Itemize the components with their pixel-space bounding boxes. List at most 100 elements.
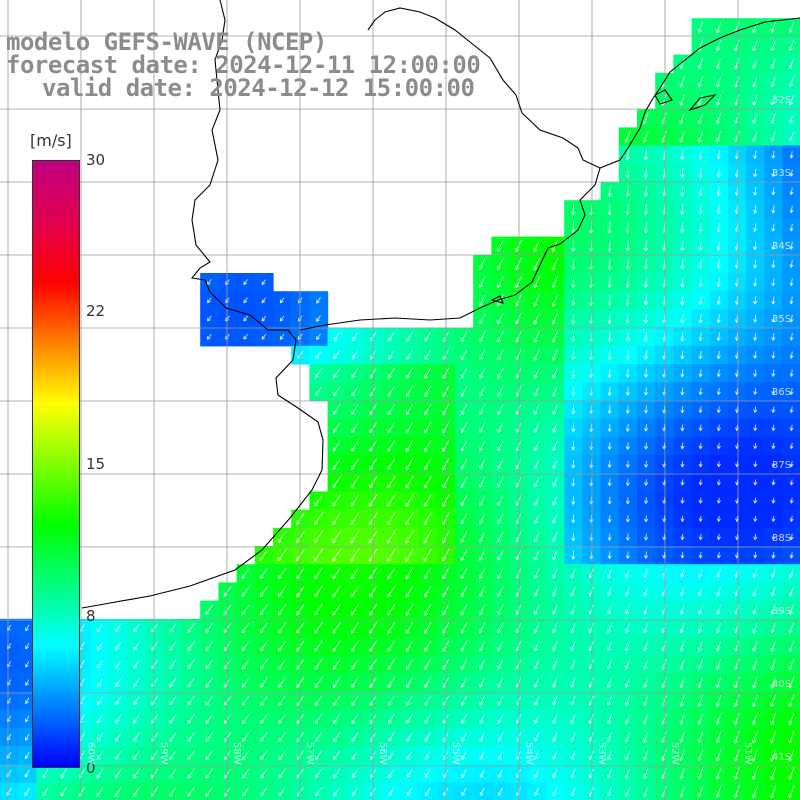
wind-arrow xyxy=(788,40,795,52)
wind-cell xyxy=(127,673,147,693)
wind-arrow xyxy=(644,551,649,559)
wind-arrow xyxy=(680,369,685,378)
wind-arrow xyxy=(643,185,648,197)
wind-arrow xyxy=(534,640,540,652)
wind-cell xyxy=(473,655,492,674)
wind-arrow xyxy=(534,732,540,742)
wind-arrow xyxy=(643,203,648,216)
wind-arrow xyxy=(332,512,342,525)
wind-cell xyxy=(309,582,329,602)
wind-cell xyxy=(327,418,347,438)
wind-arrow xyxy=(680,313,685,324)
wind-arrow xyxy=(187,623,195,633)
wind-arrow xyxy=(753,277,758,287)
wind-cell xyxy=(254,564,274,583)
wind-arrow xyxy=(406,750,413,760)
wind-arrow xyxy=(497,659,504,670)
wind-arrow xyxy=(698,515,703,522)
wind-cell xyxy=(200,273,219,292)
wind-cell xyxy=(382,327,401,347)
wind-cell xyxy=(109,655,128,674)
wind-cell xyxy=(418,491,438,511)
wind-arrow xyxy=(479,659,486,670)
latitude-label: 37S xyxy=(772,460,792,471)
wind-arrow xyxy=(680,568,685,578)
wind-cell xyxy=(345,382,365,401)
wind-arrow xyxy=(241,695,250,706)
wind-cell xyxy=(182,764,201,784)
wind-cell xyxy=(345,509,365,529)
wind-cell xyxy=(127,746,147,765)
wind-arrow xyxy=(534,477,540,488)
wind-cell xyxy=(91,618,110,638)
wind-arrow xyxy=(752,785,758,799)
wind-arrow xyxy=(387,677,395,688)
wind-cell xyxy=(418,418,438,438)
wind-arrow xyxy=(461,367,468,379)
wind-arrow xyxy=(697,713,704,725)
wind-cell xyxy=(127,618,147,638)
wind-arrow xyxy=(497,312,504,325)
wind-cell xyxy=(182,691,201,711)
wind-cell xyxy=(455,582,474,602)
wind-cell xyxy=(145,637,165,656)
wind-arrow xyxy=(406,331,413,342)
wind-cell xyxy=(254,546,274,565)
wind-arrow xyxy=(770,21,776,33)
wind-cell xyxy=(473,309,492,329)
wind-arrow xyxy=(351,404,359,415)
wind-arrow xyxy=(771,442,776,450)
wind-arrow xyxy=(625,276,630,288)
wind-arrow xyxy=(387,512,396,526)
wind-arrow xyxy=(753,205,758,214)
wind-arrow xyxy=(716,676,722,689)
wind-arrow xyxy=(625,258,630,270)
wind-arrow xyxy=(752,730,758,744)
wind-arrow xyxy=(423,494,432,507)
wind-arrow xyxy=(460,458,468,470)
wind-arrow xyxy=(405,530,414,544)
wind-cell xyxy=(418,455,438,474)
wind-arrow xyxy=(698,350,703,360)
wind-arrow xyxy=(260,695,268,706)
wind-cell xyxy=(400,673,420,693)
wind-cell xyxy=(455,345,474,365)
wind-cell xyxy=(91,655,110,674)
wind-arrow xyxy=(789,533,794,541)
wind-arrow xyxy=(644,424,649,432)
wind-cell xyxy=(91,728,110,747)
wind-arrow xyxy=(552,750,558,761)
wind-cell xyxy=(273,637,292,656)
wind-arrow xyxy=(552,531,558,543)
wind-arrow xyxy=(351,713,359,724)
wind-cell xyxy=(309,637,329,656)
wind-arrow xyxy=(133,714,140,724)
wind-cell xyxy=(491,254,511,274)
wind-arrow xyxy=(534,750,540,760)
wind-cell xyxy=(491,655,511,674)
wind-arrow xyxy=(534,568,540,579)
wind-arrow xyxy=(625,750,631,761)
wind-cell xyxy=(418,473,438,492)
wind-arrow xyxy=(770,622,776,634)
wind-arrow xyxy=(679,130,685,143)
wind-arrow xyxy=(387,440,396,452)
wind-cell xyxy=(254,764,274,784)
wind-cell xyxy=(236,309,256,329)
wind-arrow xyxy=(479,751,485,760)
wind-arrow xyxy=(460,549,468,561)
wind-arrow xyxy=(461,714,467,724)
wind-arrow xyxy=(770,586,776,597)
wind-arrow xyxy=(169,750,177,761)
wind-cell xyxy=(54,764,74,784)
wind-arrow xyxy=(789,314,794,323)
wind-cell xyxy=(309,764,329,784)
wind-cell xyxy=(418,364,438,383)
wind-cell xyxy=(236,564,256,583)
wind-arrow xyxy=(771,551,776,559)
wind-cell xyxy=(0,655,19,674)
wind-arrow xyxy=(625,387,630,396)
wind-arrow xyxy=(259,549,269,562)
wind-cell xyxy=(491,764,511,784)
wind-arrow xyxy=(625,313,630,324)
